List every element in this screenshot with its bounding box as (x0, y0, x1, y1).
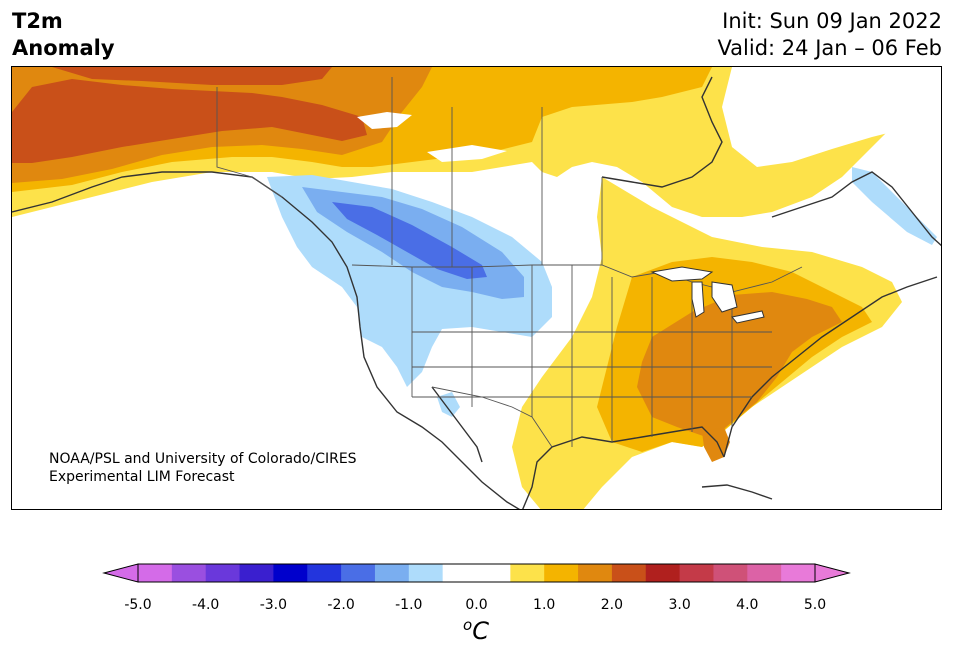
lake-erie (731, 310, 765, 324)
colorbar-tick-label: 4.0 (736, 597, 759, 613)
anomaly-map (12, 67, 941, 509)
anomaly-lightblue-west (267, 175, 552, 387)
colorbar-unit-degree: o (463, 616, 473, 634)
colorbar-cell (544, 564, 579, 582)
anomaly-gap-greenland (722, 67, 941, 167)
colorbar-tick-label: -2.0 (327, 597, 355, 613)
coastline-atlantic (723, 276, 938, 458)
title-anomaly: Anomaly (12, 36, 115, 60)
colorbar-unit: oC (463, 616, 489, 645)
colorbar-unit-letter: C (472, 617, 489, 645)
anomaly-blue-core (332, 202, 487, 279)
anomaly-lightblue-labrador (852, 167, 937, 245)
colorbar-cell (578, 564, 613, 582)
colorbar-cell (645, 564, 681, 582)
colorbar-cell (307, 564, 342, 582)
political-borders (216, 77, 803, 448)
colorbar-cell (476, 564, 511, 582)
anomaly-orange-east (637, 292, 842, 439)
map-panel (11, 66, 942, 510)
title-variable: T2m (12, 9, 63, 33)
colorbar-cell (205, 564, 241, 582)
init-date: Init: Sun 09 Jan 2022 (722, 9, 942, 33)
valid-range: Valid: 24 Jan – 06 Feb (717, 36, 942, 60)
coastline-baja (431, 386, 483, 463)
colorbar-cell (442, 564, 477, 582)
forecast-dates: Init: Sun 09 Jan 2022 Valid: 24 Jan – 06… (717, 8, 942, 62)
colorbar-max-extend (814, 563, 851, 583)
colorbar-cell (374, 564, 410, 582)
credit-line-1: NOAA/PSL and University of Colorado/CIRE… (49, 451, 357, 467)
colorbar-min-extend (102, 563, 139, 583)
colorbar-cell (713, 564, 748, 582)
colorbar-cell (341, 564, 376, 582)
colorbar-tick-label: 2.0 (600, 597, 624, 613)
colorbar-tick-label: -5.0 (124, 597, 152, 613)
colorbar-cell (611, 564, 647, 582)
lake-huron (711, 281, 738, 313)
colorbar-tick-label: -4.0 (192, 597, 220, 613)
colorbar-cells (138, 564, 816, 582)
coastline-labrador (771, 171, 941, 247)
anomaly-redorange-northwest (52, 67, 332, 85)
anomaly-gap-northwest (357, 112, 412, 129)
colorbar-tick-label: 0.0 (465, 597, 488, 613)
anomaly-redorange-alaska (12, 79, 367, 163)
credit-text: NOAA/PSL and University of Colorado/CIRE… (49, 450, 357, 486)
colorbar-cell (138, 564, 173, 582)
colorbar (102, 563, 851, 583)
credit-line-2: Experimental LIM Forecast (49, 469, 235, 485)
colorbar-tick-label: -3.0 (259, 597, 288, 613)
coastline-cuba (701, 484, 773, 500)
great-lakes (650, 266, 765, 324)
colorbar-tick-label: 1.0 (533, 597, 556, 613)
colorbar-tick-label: 5.0 (803, 597, 827, 613)
coastline-pacific (12, 171, 521, 509)
border-canada-provinces (391, 77, 603, 267)
colorbar-cell (239, 564, 274, 582)
colorbar-cell (171, 564, 207, 582)
lake-superior (650, 266, 714, 282)
colorbar-outline (137, 563, 816, 583)
colorbar-cell (510, 564, 545, 582)
colorbar-cell (679, 564, 714, 582)
colorbar-tick-label: 3.0 (668, 597, 691, 613)
map-title: T2m Anomaly (12, 8, 115, 62)
colorbar-cell (408, 564, 444, 582)
lake-michigan (691, 281, 705, 318)
anomaly-lightblue-baja (437, 392, 460, 417)
border-us-states (411, 265, 772, 447)
colorbar-tick-label: -1.0 (395, 597, 423, 613)
anomaly-gap-hudson (427, 145, 507, 162)
anomaly-orange-florida (702, 427, 730, 462)
colorbar-cell (781, 564, 816, 582)
coastlines (12, 76, 941, 509)
border-alaska-canada (216, 87, 283, 198)
coastline-hudson-bay (601, 76, 723, 188)
border-us-mexico (431, 386, 553, 448)
colorbar-cell (747, 564, 782, 582)
colorbar-cell (273, 564, 308, 582)
